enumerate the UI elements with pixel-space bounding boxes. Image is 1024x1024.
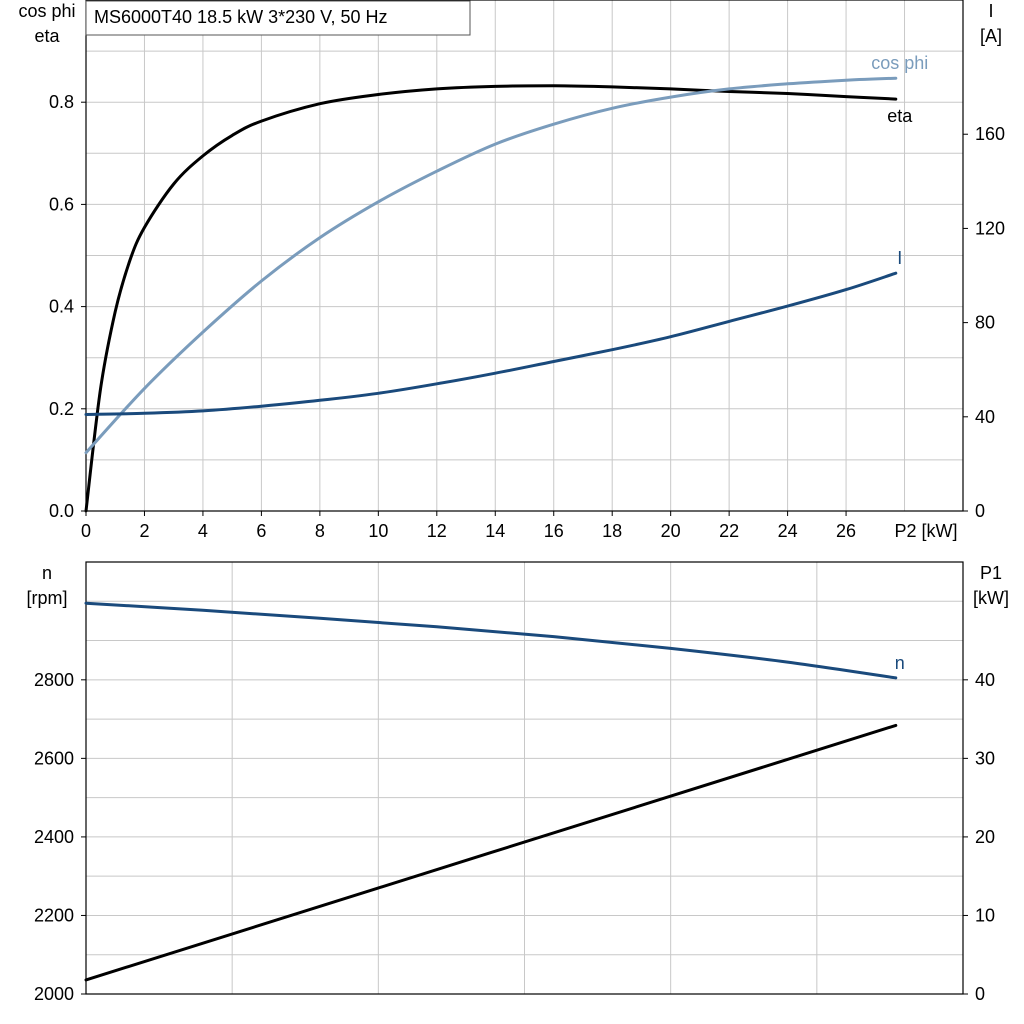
- plot-frame: [85, 0, 964, 512]
- left-axis-label: eta: [34, 26, 60, 46]
- right-tick-label: 0: [975, 984, 985, 1004]
- series-line-i: [84, 271, 898, 416]
- right-tick-label: 0: [975, 501, 985, 521]
- right-tick-label: 10: [975, 905, 995, 925]
- x-tick-label: 12: [427, 521, 447, 541]
- right-tick-label: 120: [975, 218, 1005, 238]
- right-tick-label: 20: [975, 827, 995, 847]
- x-tick-label: 10: [368, 521, 388, 541]
- right-axis-label: I: [988, 1, 993, 21]
- x-tick-label: 0: [81, 521, 91, 541]
- series-line-n: [84, 601, 898, 680]
- chart-title-box: MS6000T40 18.5 kW 3*230 V, 50 Hz: [85, 0, 471, 36]
- right-tick-label: 40: [975, 407, 995, 427]
- x-tick-label: 18: [602, 521, 622, 541]
- series-label-i: I: [897, 248, 902, 268]
- left-axis-label: cos phi: [18, 1, 75, 21]
- right-axis-label: [A]: [980, 26, 1002, 46]
- bottom-panel: 2000 2200 2400 2600 2800 0 10 20 30 40 n [rpm] P1 [kW…: [26, 561, 1009, 1004]
- left-tick-label: 2200: [34, 905, 74, 925]
- chart-title: MS6000T40 18.5 kW 3*230 V, 50 Hz: [94, 7, 388, 27]
- left-tick-label: 0.4: [49, 297, 74, 317]
- left-tick-label: 2400: [34, 827, 74, 847]
- x-tick-label: 22: [719, 521, 739, 541]
- x-tick-label: 4: [198, 521, 208, 541]
- series-label-cos-phi: cos phi: [871, 53, 928, 73]
- x-tick-label: 14: [485, 521, 505, 541]
- left-tick-label: 0.0: [49, 501, 74, 521]
- x-tick-label: 26: [836, 521, 856, 541]
- x-tick-label: 6: [256, 521, 266, 541]
- right-axis-label: [kW]: [973, 588, 1009, 608]
- left-tick-label: 2600: [34, 748, 74, 768]
- right-tick-label: 160: [975, 124, 1005, 144]
- left-tick-label: 0.8: [49, 92, 74, 112]
- series-line-cos-phi: [84, 76, 898, 455]
- series-label-eta: eta: [887, 106, 913, 126]
- series-line-p1: [84, 723, 898, 982]
- x-tick-label: 2: [139, 521, 149, 541]
- left-tick-label: 0.6: [49, 194, 74, 214]
- right-tick-label: 80: [975, 313, 995, 333]
- left-tick-label: 2800: [34, 670, 74, 690]
- left-tick-label: 2000: [34, 984, 74, 1004]
- x-tick-label: 20: [661, 521, 681, 541]
- series-label-n: n: [895, 653, 905, 673]
- right-axis-label: P1: [980, 563, 1002, 583]
- series-line-eta: [84, 84, 898, 513]
- left-axis-label: n: [42, 563, 52, 583]
- right-tick-label: 40: [975, 670, 995, 690]
- x-tick-label: 24: [778, 521, 798, 541]
- plot-frame: [85, 561, 964, 995]
- right-tick-label: 30: [975, 748, 995, 768]
- left-tick-label: 0.2: [49, 399, 74, 419]
- x-tick-label: 16: [544, 521, 564, 541]
- x-tick-label: 8: [315, 521, 325, 541]
- x-axis-label: P2 [kW]: [895, 521, 958, 541]
- left-axis-label: [rpm]: [26, 588, 67, 608]
